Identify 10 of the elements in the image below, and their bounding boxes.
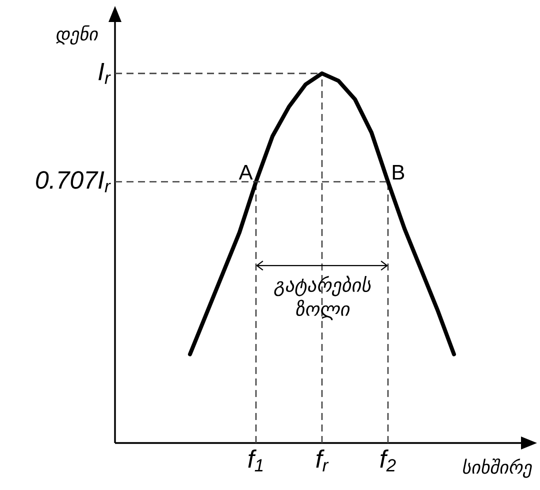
x-tick-label: f$_{r}$: [316, 450, 329, 472]
x-tick-label: f$_{1}$: [248, 450, 263, 472]
annotation: B: [392, 165, 404, 180]
ref-line-label: 0.707I$_{r}$: [36, 171, 111, 192]
y-axis-title: დენი: [56, 25, 98, 45]
annotation: A: [238, 165, 253, 180]
ref-line-label: I$_{r}$: [98, 62, 111, 84]
x-axis-title: სიხშირე: [463, 458, 532, 478]
x-tick-label: f$_{2}$: [380, 450, 396, 472]
annotation: გატარების ზოლი: [274, 276, 371, 320]
